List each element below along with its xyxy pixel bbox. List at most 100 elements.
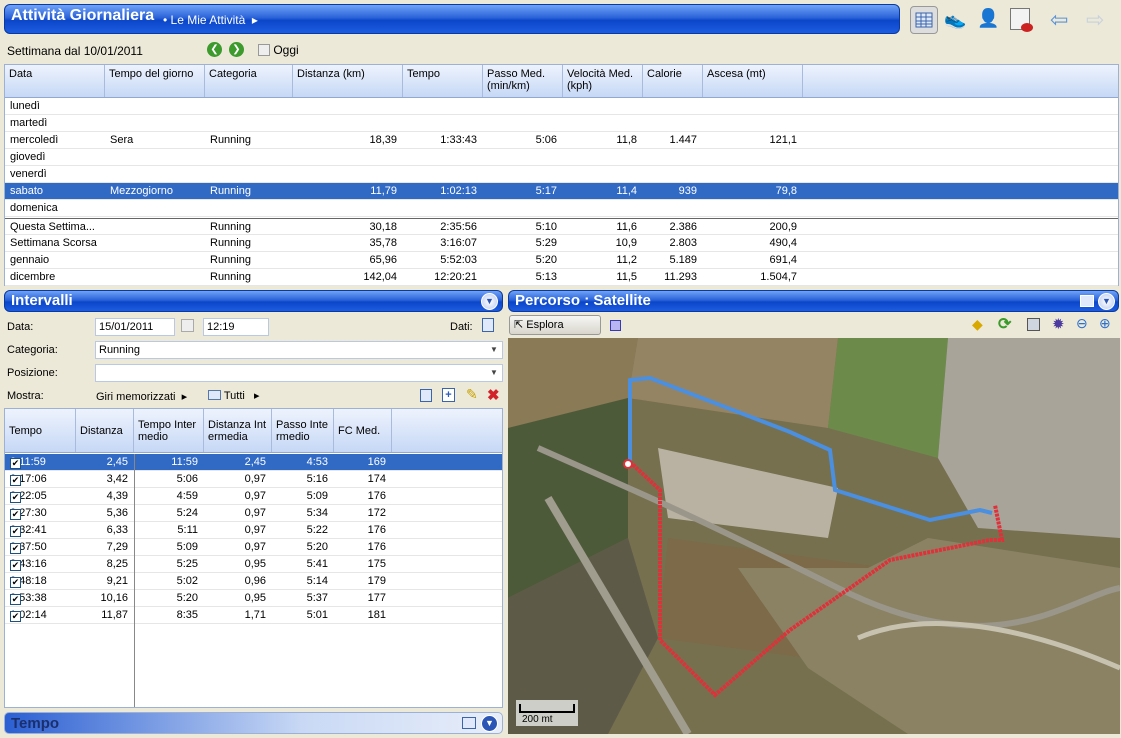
report-icon[interactable]	[1010, 8, 1033, 32]
lap-row[interactable]: ✔ 0:37:50 7,29 5:09 0,97 5:20 176	[5, 539, 502, 556]
table-row[interactable]: Questa Settima... Running 30,18 2:35:56 5:10…	[5, 218, 1118, 235]
column-header[interactable]: Calorie	[643, 65, 703, 97]
show-dropdown[interactable]: Giri memorizzati ▸	[96, 391, 188, 403]
lap-checkbox[interactable]: ✔	[10, 526, 21, 537]
collapse-icon[interactable]: ▼	[481, 293, 498, 310]
lap-checkbox[interactable]: ✔	[10, 492, 21, 503]
waypoint-icon[interactable]: ◆	[972, 316, 983, 332]
chevron-down-icon[interactable]: ▼	[490, 368, 498, 377]
lap-checkbox[interactable]: ✔	[10, 475, 21, 486]
breadcrumb[interactable]: • Le Mie Attività ▸	[163, 13, 258, 27]
calendar-picker-icon[interactable]	[181, 319, 194, 332]
delete-icon[interactable]: ✖	[487, 387, 500, 404]
category-select[interactable]: Running ▼	[95, 341, 503, 359]
today-button[interactable]: Oggi	[258, 43, 299, 57]
table-row[interactable]: mercoledì Sera Running 18,39 1:33:43 5:06 11,8…	[5, 132, 1118, 149]
cell: Questa Settima...	[10, 221, 95, 233]
field	[628, 338, 838, 428]
map-settings-icon[interactable]: ✹	[1052, 316, 1065, 333]
lap-checkbox[interactable]: ✔	[10, 509, 21, 520]
cell: domenica	[10, 202, 58, 214]
table-row[interactable]: lunedì	[5, 98, 1118, 115]
table-row[interactable]: gennaio Running 65,96 5:52:03 5:20 11,2 5.189 6…	[5, 252, 1118, 269]
calendar-view-button[interactable]	[910, 6, 938, 34]
grid-icon	[208, 390, 221, 400]
table-row[interactable]: Settimana Scorsa Running 35,78 3:16:07 5:29 1…	[5, 235, 1118, 252]
map-header: Percorso : Satellite ▼	[508, 290, 1119, 312]
expand-icon[interactable]: ▼	[481, 715, 498, 732]
position-select[interactable]: ▼	[95, 364, 503, 382]
field	[508, 338, 638, 428]
table-row[interactable]: martedì	[5, 115, 1118, 132]
lap-row[interactable]: ✔ 0:48:18 9,21 5:02 0,96 5:14 179	[5, 573, 502, 590]
shoe-icon[interactable]: 👟	[944, 9, 967, 29]
previous-week-button[interactable]: ❮	[207, 42, 222, 57]
laps-table: Tempo Distanza Tempo Intermedio Distanza In…	[4, 408, 503, 708]
cell: 2,45	[106, 456, 128, 468]
column-header[interactable]: Distanza	[76, 409, 134, 452]
layout-icon[interactable]	[462, 717, 476, 729]
column-header[interactable]: Tempo	[5, 409, 76, 452]
explore-button[interactable]: ⇱ Esplora	[509, 315, 601, 335]
satellite-map[interactable]: 200 mt	[508, 338, 1120, 734]
column-header[interactable]: Ascesa (mt)	[703, 65, 803, 97]
chevron-down-icon[interactable]: ▼	[490, 345, 498, 354]
back-arrow-icon[interactable]: ⇦	[1050, 7, 1069, 32]
column-header[interactable]: Data	[5, 65, 105, 97]
lap-row[interactable]: ✔ 0:32:41 6,33 5:11 0,97 5:22 176	[5, 522, 502, 539]
column-header[interactable]: Passo Med. (min/km)	[483, 65, 563, 97]
layout-icon[interactable]	[1080, 295, 1094, 307]
table-row[interactable]: dicembre Running 142,04 12:20:21 5:13 11,5 11.…	[5, 269, 1118, 286]
table-row[interactable]: venerdì	[5, 166, 1118, 183]
column-header[interactable]: Distanza Intermedia	[204, 409, 272, 452]
column-header[interactable]: FC Med.	[334, 409, 392, 452]
lap-checkbox[interactable]: ✔	[10, 611, 21, 622]
lap-checkbox[interactable]: ✔	[10, 543, 21, 554]
column-header[interactable]: Passo Intermedio	[272, 409, 334, 452]
lap-row[interactable]: ✔ 0:17:06 3,42 5:06 0,97 5:16 174	[5, 471, 502, 488]
data-calculator-icon[interactable]	[482, 318, 494, 332]
filter-dropdown[interactable]: Tutti ▸	[208, 389, 260, 402]
forward-arrow-icon: ⇨	[1086, 7, 1105, 32]
lap-row[interactable]: ✔ 0:53:38 10,16 5:20 0,95 5:37 177	[5, 590, 502, 607]
collapse-icon[interactable]: ▼	[1098, 293, 1115, 310]
table-row[interactable]: giovedì	[5, 149, 1118, 166]
scale-label: 200 mt	[522, 714, 553, 725]
next-week-button[interactable]: ❯	[229, 42, 244, 57]
cell: 176	[367, 490, 386, 502]
cell: 5:06	[535, 134, 557, 146]
lap-checkbox[interactable]: ✔	[10, 458, 21, 469]
zoom-out-icon[interactable]: ⊖	[1076, 315, 1088, 331]
start-marker[interactable]	[623, 459, 633, 469]
edit-pencil-icon[interactable]: ✎	[466, 386, 478, 402]
table-row[interactable]: sabato Mezzogiorno Running 11,79 1:02:13 5:17…	[5, 183, 1118, 200]
breadcrumb-link[interactable]: Le Mie Attività	[170, 13, 246, 27]
add-lap-icon[interactable]: +	[442, 388, 455, 402]
lap-checkbox[interactable]: ✔	[10, 594, 21, 605]
athlete-icon[interactable]: 👤	[977, 8, 1000, 28]
date-field[interactable]: 15/01/2011	[95, 318, 175, 336]
lap-row[interactable]: ✔ 0:27:30 5,36 5:24 0,97 5:34 172	[5, 505, 502, 522]
column-header[interactable]: Tempo del giorno	[105, 65, 205, 97]
lap-row[interactable]: ✔ 0:11:59 2,45 11:59 2,45 4:53 169	[5, 454, 502, 471]
column-header[interactable]: Tempo	[403, 65, 483, 97]
column-header[interactable]: Categoria	[205, 65, 293, 97]
refresh-icon[interactable]: ⟳	[998, 316, 1012, 333]
lap-row[interactable]: ✔ 0:22:05 4,39 4:59 0,97 5:09 176	[5, 488, 502, 505]
lap-row[interactable]: ✔ 0:43:16 8,25 5:25 0,95 5:41 175	[5, 556, 502, 573]
calculator-icon[interactable]	[420, 389, 432, 402]
zoom-in-icon[interactable]: ⊕	[1099, 315, 1111, 331]
lap-checkbox[interactable]: ✔	[10, 577, 21, 588]
save-icon[interactable]	[1027, 318, 1040, 331]
column-header[interactable]: Velocità Med. (kph)	[563, 65, 643, 97]
lap-row[interactable]: ✔ 1:02:14 11,87 8:35 1,71 5:01 181	[5, 607, 502, 624]
lap-checkbox[interactable]: ✔	[10, 560, 21, 571]
table-row[interactable]: domenica	[5, 200, 1118, 217]
time-field[interactable]: 12:19	[203, 318, 269, 336]
laps-header: Tempo Distanza Tempo Intermedio Distanza In…	[5, 409, 502, 453]
column-header[interactable]: Tempo Intermedio	[134, 409, 204, 452]
map-canvas[interactable]	[508, 338, 1120, 734]
cell: 4:59	[176, 490, 198, 502]
select-area-icon[interactable]	[610, 320, 621, 331]
column-header[interactable]: Distanza (km)	[293, 65, 403, 97]
